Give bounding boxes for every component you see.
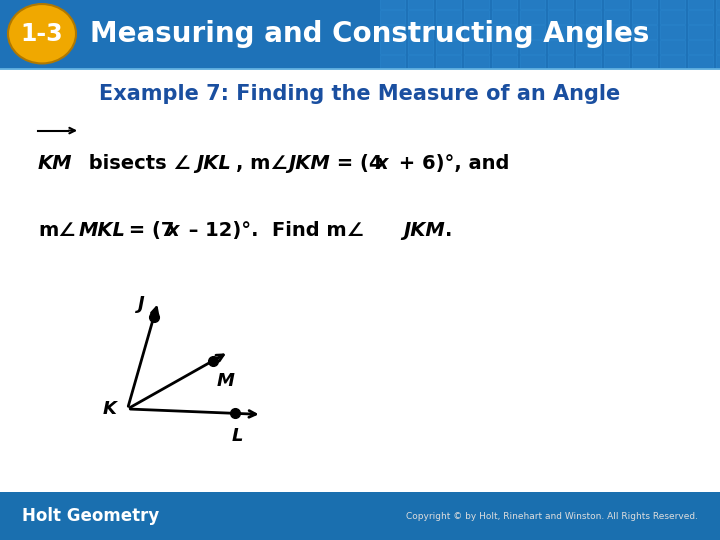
Bar [660,55,685,69]
Bar [576,40,601,54]
Text: x: x [376,154,389,173]
Bar [716,10,720,24]
Bar [520,40,545,54]
Text: JKM: JKM [403,221,445,240]
Text: , m∠: , m∠ [236,154,288,173]
Bar [716,0,720,10]
Text: .: . [445,221,452,240]
Bar [492,55,517,69]
Bar [520,25,545,39]
Text: m∠: m∠ [38,221,76,240]
Text: JKM: JKM [288,154,330,173]
Bar [604,55,629,69]
Text: K: K [102,400,117,418]
Text: bisects ∠: bisects ∠ [82,154,191,173]
Bar [408,25,433,39]
Text: = (7: = (7 [122,221,174,240]
Text: Measuring and Constructing Angles: Measuring and Constructing Angles [90,20,649,48]
Text: + 6)°, and: + 6)°, and [392,154,509,173]
Bar [464,10,489,24]
Bar [380,40,405,54]
Bar [520,10,545,24]
Text: M: M [217,372,235,389]
Bar [576,0,601,10]
Bar [576,25,601,39]
Bar [688,55,713,69]
Bar [464,55,489,69]
Bar [688,40,713,54]
Bar [716,25,720,39]
Bar [660,0,685,10]
Bar [548,40,573,54]
Bar [660,25,685,39]
Bar [604,40,629,54]
Bar [632,55,657,69]
Bar [632,0,657,10]
Bar [548,10,573,24]
Text: Holt Geometry: Holt Geometry [22,507,159,525]
Bar [520,55,545,69]
Bar [436,10,461,24]
Bar [688,0,713,10]
Text: = (4: = (4 [330,154,382,173]
Ellipse shape [8,4,76,63]
Bar [632,10,657,24]
Bar [576,10,601,24]
Bar [380,10,405,24]
Bar [436,55,461,69]
Bar [380,25,405,39]
Bar [716,40,720,54]
Bar [408,40,433,54]
Bar [688,25,713,39]
Bar [660,10,685,24]
Bar [436,40,461,54]
Bar [492,40,517,54]
Text: 1-3: 1-3 [21,22,63,46]
Bar [408,0,433,10]
Bar [604,0,629,10]
Bar [576,55,601,69]
Bar [492,25,517,39]
Text: – 12)°.  Find m∠: – 12)°. Find m∠ [182,221,364,240]
Bar [380,0,405,10]
Bar [520,0,545,10]
Bar [548,0,573,10]
Bar [688,10,713,24]
Bar [492,10,517,24]
Bar [604,25,629,39]
Bar [716,55,720,69]
Bar [492,0,517,10]
Text: Example 7: Finding the Measure of an Angle: Example 7: Finding the Measure of an Ang… [99,84,621,105]
Bar [408,55,433,69]
Bar [632,40,657,54]
Bar [380,55,405,69]
Bar [548,25,573,39]
Text: KM: KM [38,154,73,173]
Text: J: J [138,295,145,313]
Bar [464,25,489,39]
Bar [464,40,489,54]
Bar [436,0,461,10]
Bar [632,25,657,39]
Text: Copyright © by Holt, Rinehart and Winston. All Rights Reserved.: Copyright © by Holt, Rinehart and Winsto… [406,512,698,521]
Bar [436,25,461,39]
Bar [660,40,685,54]
Text: L: L [232,427,243,444]
Text: JKL: JKL [196,154,230,173]
Bar [548,55,573,69]
Text: x: x [167,221,179,240]
Bar [408,10,433,24]
Text: MKL: MKL [79,221,126,240]
Bar [464,0,489,10]
Bar [604,10,629,24]
